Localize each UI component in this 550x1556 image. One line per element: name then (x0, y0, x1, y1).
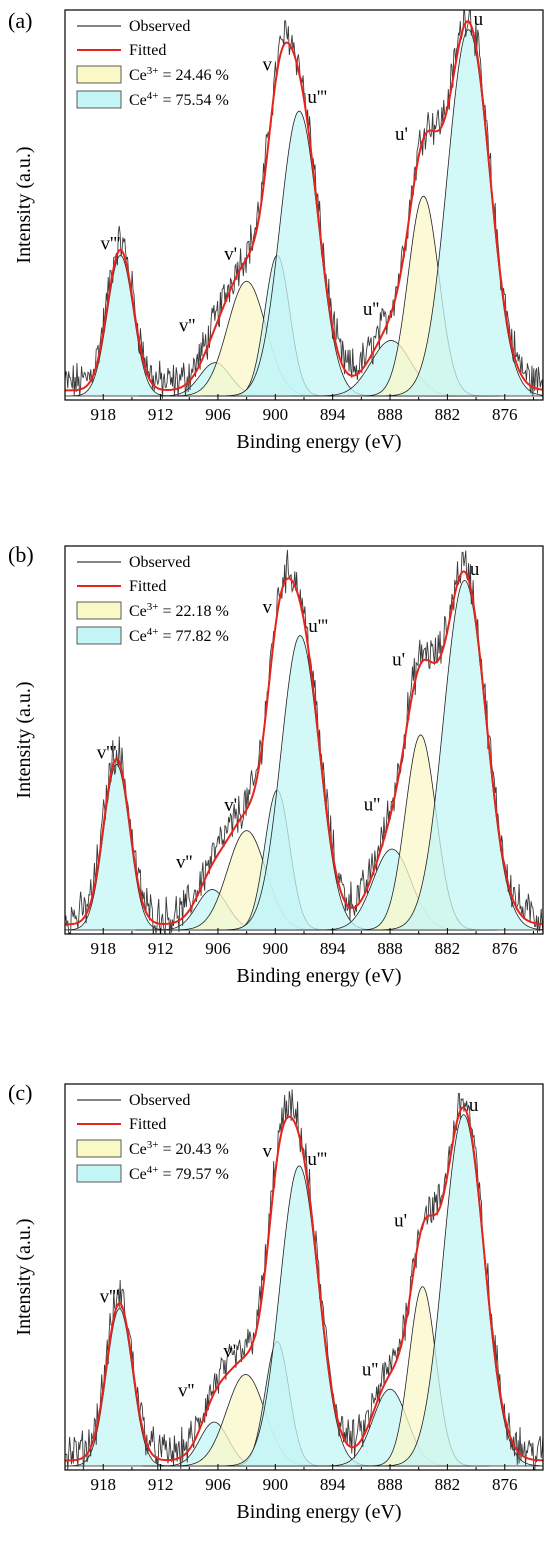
peak-label: v (262, 54, 272, 75)
peak-u (359, 579, 543, 931)
x-tick-label: 876 (492, 939, 518, 958)
x-tick-label: 900 (263, 939, 289, 958)
plot-area (65, 1089, 543, 1470)
peak-label: v (262, 1141, 272, 1162)
x-tick-label: 882 (435, 939, 461, 958)
panel-c: 918 912 906 900 894 888 882 876 Binding energy (… (8, 1080, 544, 1523)
peak-label: u (469, 1095, 479, 1116)
peak-label: u (474, 9, 484, 30)
legend-ce3-label: Ce3+ = 24.46 % (129, 65, 229, 84)
legend-ce4-label: Ce4+ = 79.57 % (129, 1164, 229, 1183)
x-tick-label: 894 (320, 939, 346, 958)
x-tick-label: 900 (263, 405, 289, 424)
peak-label: v' (224, 244, 237, 265)
peak-u (363, 29, 543, 397)
legend-observed-label: Observed (129, 554, 190, 571)
peak-label: u''' (308, 616, 328, 637)
peak-vppp (65, 254, 185, 397)
panel-label: (b) (8, 542, 34, 567)
peak-vppp (65, 1308, 185, 1467)
panel-label: (c) (8, 1080, 32, 1105)
peak-label: v'' (176, 852, 192, 873)
plot-area (65, 10, 543, 400)
x-tick-label: 918 (90, 405, 116, 424)
peak-label: u'' (363, 299, 379, 320)
legend-ce4-label: Ce4+ = 77.82 % (129, 626, 229, 645)
peak-label: u'' (364, 795, 380, 816)
legend-observed-label: Observed (129, 18, 190, 35)
peak-label: v' (224, 795, 237, 816)
legend-fitted-label: Fitted (129, 1116, 166, 1133)
legend: Observed Fitted Ce3+ = 22.18 % Ce4+ = 77.82… (76, 554, 229, 645)
x-tick-label: 906 (205, 1475, 231, 1494)
x-tick-label: 912 (148, 939, 174, 958)
observed-curve (65, 1089, 543, 1470)
peak-label: u' (394, 1211, 407, 1232)
legend-ce3-label: Ce3+ = 20.43 % (129, 1139, 229, 1158)
legend-ce4-swatch (76, 90, 122, 109)
fitted-curve (65, 20, 543, 392)
x-axis-title: Binding energy (eV) (236, 431, 401, 453)
peak-label: u''' (307, 1149, 327, 1170)
plot-area (65, 549, 543, 934)
y-axis-title: Intensity (a.u.) (13, 681, 35, 798)
x-tick-label: 918 (90, 1475, 116, 1494)
peak-label: v' (223, 1341, 236, 1362)
peak-label: v''' (100, 1287, 120, 1308)
legend-ce3-swatch (76, 601, 122, 620)
legend-ce3-label: Ce3+ = 22.18 % (129, 601, 229, 620)
x-tick-label: 888 (377, 1475, 403, 1494)
peak-label: v'' (179, 315, 195, 336)
peak-label: u' (395, 124, 408, 145)
peak-label: u'' (362, 1359, 378, 1380)
peak-vppp (65, 763, 182, 931)
peak-label: v''' (101, 233, 121, 254)
peak-label: v''' (97, 742, 117, 763)
peak-label: v'' (178, 1381, 194, 1402)
peak-label: u''' (307, 87, 327, 108)
x-tick-label: 918 (90, 939, 116, 958)
fitted-curve (65, 570, 543, 926)
x-axis-title: Binding energy (eV) (236, 965, 401, 987)
fitted-curve (65, 1106, 543, 1462)
x-tick-label: 906 (205, 405, 231, 424)
panel-a: 918 912 906 900 894 888 882 876 Binding energy (… (8, 8, 544, 453)
legend-observed-label: Observed (129, 1092, 190, 1109)
peak-label: v (262, 597, 272, 618)
x-tick-label: 894 (320, 1475, 346, 1494)
x-tick-label: 876 (492, 1475, 518, 1494)
legend-ce4-swatch (76, 1164, 122, 1183)
legend-fitted-label: Fitted (129, 42, 166, 59)
peak-label: u (470, 559, 480, 580)
x-tick-label: 876 (492, 405, 518, 424)
x-axis-title: Binding energy (eV) (236, 1501, 401, 1523)
y-axis-title: Intensity (a.u.) (13, 1218, 35, 1335)
x-tick-label: 882 (435, 405, 461, 424)
x-tick-label: 888 (377, 939, 403, 958)
x-tick-label: 900 (263, 1475, 289, 1494)
legend-ce4-swatch (76, 626, 122, 645)
x-tick-label: 888 (377, 405, 403, 424)
panel-label: (a) (8, 8, 32, 33)
y-axis-title: Intensity (a.u.) (13, 146, 35, 263)
panel-b: 918 912 906 900 894 888 882 876 Binding energy (… (8, 542, 544, 987)
x-tick-label: 912 (148, 405, 174, 424)
legend-ce4-label: Ce4+ = 75.54 % (129, 90, 229, 109)
legend-fitted-label: Fitted (129, 578, 166, 595)
x-tick-label: 894 (320, 405, 346, 424)
x-tick-label: 906 (205, 939, 231, 958)
peak-label: u' (392, 649, 405, 670)
legend: Observed Fitted Ce3+ = 20.43 % Ce4+ = 79.57… (76, 1092, 229, 1183)
legend-ce3-swatch (76, 1139, 122, 1158)
legend-ce3-swatch (76, 65, 122, 84)
x-tick-label: 882 (435, 1475, 461, 1494)
peak-u (363, 1114, 543, 1467)
observed-curve (65, 549, 543, 934)
legend: Observed Fitted Ce3+ = 24.46 % Ce4+ = 75.54… (76, 18, 229, 109)
x-tick-label: 912 (148, 1475, 174, 1494)
